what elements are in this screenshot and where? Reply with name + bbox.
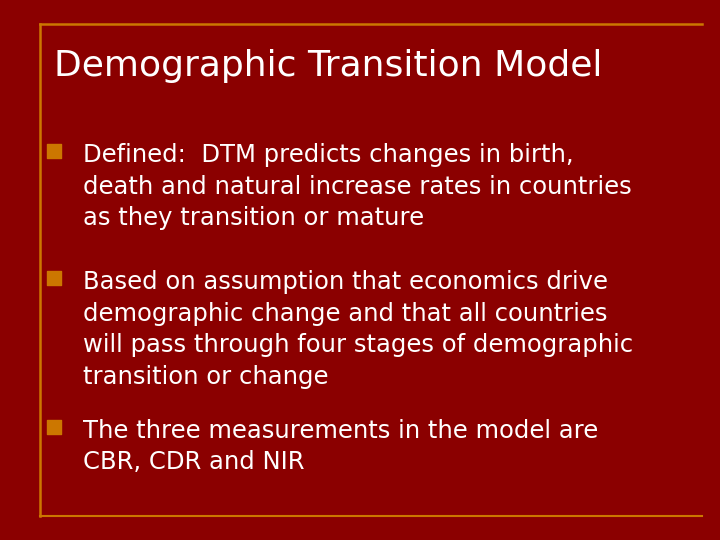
Point (48, 147, 60, 156)
Text: The three measurements in the model are
CBR, CDR and NIR: The three measurements in the model are … (83, 418, 598, 474)
Point (48, 274, 60, 282)
Text: Demographic Transition Model: Demographic Transition Model (54, 49, 603, 83)
Point (48, 422, 60, 431)
Text: Based on assumption that economics drive
demographic change and that all countri: Based on assumption that economics drive… (83, 270, 633, 389)
Text: Defined:  DTM predicts changes in birth,
death and natural increase rates in cou: Defined: DTM predicts changes in birth, … (83, 143, 631, 230)
